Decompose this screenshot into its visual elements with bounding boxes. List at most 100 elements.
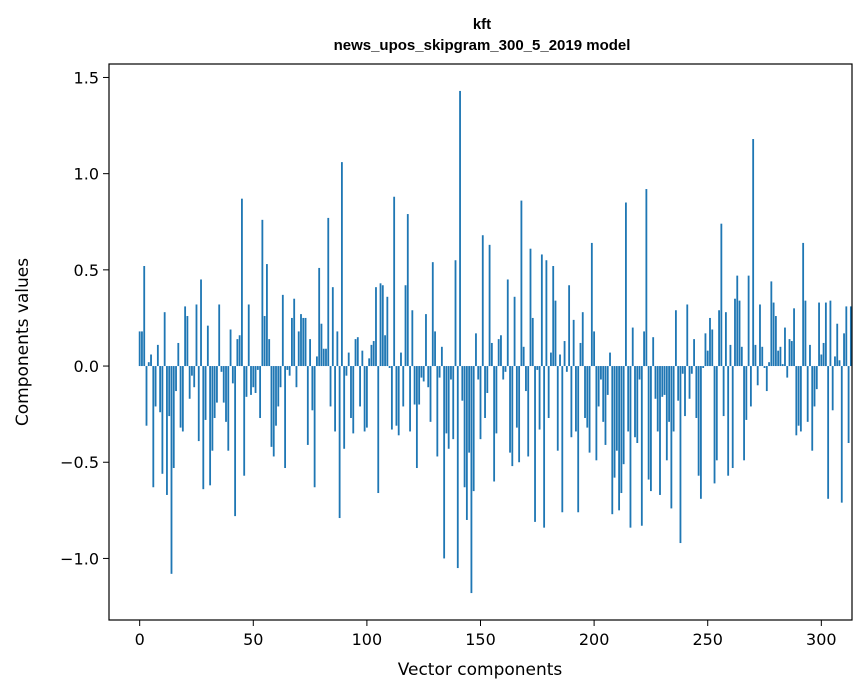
bar [584,366,586,418]
x-tick-label: 0 [135,630,145,649]
bar [765,366,768,392]
bar [759,304,761,367]
bar [520,200,523,367]
bar [550,352,552,367]
bar [774,316,777,367]
bar [593,331,596,367]
bar [540,254,543,367]
bar [434,331,436,367]
bar [797,366,800,426]
x-tick-label: 250 [692,630,723,649]
bar [270,366,273,447]
bar [672,366,675,432]
bar [370,344,373,367]
bar [502,366,505,380]
bar [204,366,207,420]
bar [743,366,745,461]
bar [359,366,361,407]
bar [422,366,425,382]
bar [661,366,664,397]
bar [425,314,427,367]
bar [320,323,323,367]
bar [670,366,673,509]
bar [281,294,284,367]
bar [459,90,461,367]
bar [481,235,484,367]
bar [238,335,241,367]
bar [272,366,275,457]
bar [493,366,496,482]
bar [302,317,305,367]
bar [847,366,850,444]
bar [338,366,341,519]
bar [663,366,666,395]
bar [625,202,627,367]
bar [390,366,393,430]
bar [291,317,293,367]
bar [740,346,743,367]
bar [813,366,816,407]
bar [629,366,632,528]
plot-frame [108,63,853,621]
bar [445,366,448,434]
bar [650,366,652,492]
bar [656,366,659,432]
bar [465,366,468,520]
bar [709,317,711,367]
y-tick-label: −1.0 [60,549,99,568]
bar [440,346,443,367]
bar [356,337,359,367]
x-tick-label: 50 [243,630,263,649]
bar [545,260,548,367]
bar [602,366,605,422]
x-tick-label: 300 [806,630,837,649]
bar [677,366,680,401]
bar [697,366,700,476]
bar [170,366,173,574]
bar [352,366,355,434]
x-tick-label: 100 [352,630,383,649]
bar [802,242,805,367]
bar [636,366,639,444]
bar [354,339,357,367]
bar [724,312,727,367]
bar [331,287,334,367]
bar [295,366,298,388]
bar [206,325,209,367]
y-axis-ticks: −1.0 −0.5 0.0 0.5 1.0 1.5 [60,68,109,568]
bar [256,366,259,370]
bar [620,366,623,494]
bar [600,366,602,380]
y-tick-label: −0.5 [60,453,99,472]
bar [704,333,707,367]
bar [611,366,614,515]
bar [400,352,402,367]
bar [479,366,482,440]
bar [218,304,221,367]
bar [286,366,289,370]
bar [211,366,214,451]
y-axis-label: Components values [13,258,33,426]
bar [143,266,146,367]
bar [695,366,698,418]
bar [261,219,264,367]
bar [681,366,684,374]
x-tick-label: 200 [579,630,610,649]
bar [788,339,791,367]
x-axis-ticks: 0 50 100 150 200 250 300 [135,620,837,649]
bar [777,350,780,367]
bar [720,223,723,367]
bar [275,366,277,426]
bar [250,366,252,395]
bar [254,366,257,393]
bar [163,312,166,367]
bar [531,317,534,367]
bar [231,366,234,384]
bar [668,366,670,422]
bar [397,366,400,436]
bar [561,366,564,513]
bar [225,366,227,422]
bar [809,344,811,367]
bar [638,366,641,380]
bar [168,366,171,417]
